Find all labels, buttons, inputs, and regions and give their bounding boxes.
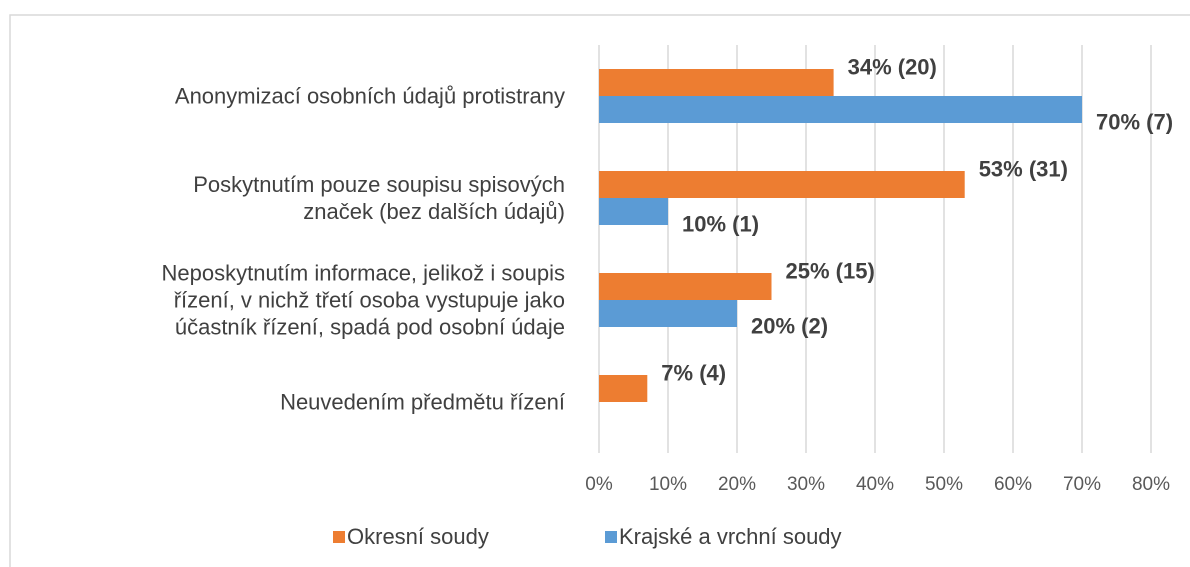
x-tick-label: 0% — [585, 474, 613, 495]
x-tick-label: 20% — [718, 474, 756, 495]
bar — [599, 198, 668, 225]
data-label: 53% (31) — [979, 156, 1068, 181]
bar — [599, 273, 772, 300]
x-tick-label: 30% — [787, 474, 825, 495]
x-tick-label: 40% — [856, 474, 894, 495]
x-tick-label: 50% — [925, 474, 963, 495]
legend-label: Krajské a vrchní soudy — [619, 524, 842, 549]
legend-swatch — [605, 531, 617, 543]
y-tick-label: Anonymizací osobních údajů protistrany — [174, 83, 565, 109]
bar — [599, 69, 834, 96]
x-tick-label: 10% — [649, 474, 687, 495]
y-tick-label: Neuvedením předmětu řízení — [280, 389, 565, 415]
data-label: 20% (2) — [751, 313, 828, 338]
bar — [599, 375, 648, 402]
y-tick-label: Poskytnutím pouze soupisu spisových znač… — [193, 172, 565, 224]
bar — [599, 300, 737, 327]
x-tick-label: 80% — [1132, 474, 1170, 495]
x-tick-label: 70% — [1063, 474, 1101, 495]
bar — [599, 96, 1082, 123]
x-tick-label: 60% — [994, 474, 1032, 495]
data-label: 34% (20) — [848, 54, 937, 79]
legend-label: Okresní soudy — [347, 524, 489, 549]
data-label: 10% (1) — [682, 211, 759, 236]
data-label: 70% (7) — [1096, 109, 1173, 134]
bar — [599, 171, 965, 198]
y-tick-label: Neposkytnutím informace, jelikož i soupi… — [161, 260, 566, 340]
chart-border — [9, 14, 1190, 567]
data-label: 25% (15) — [786, 258, 875, 283]
data-label: 7% (4) — [661, 360, 726, 385]
legend-swatch — [333, 531, 345, 543]
